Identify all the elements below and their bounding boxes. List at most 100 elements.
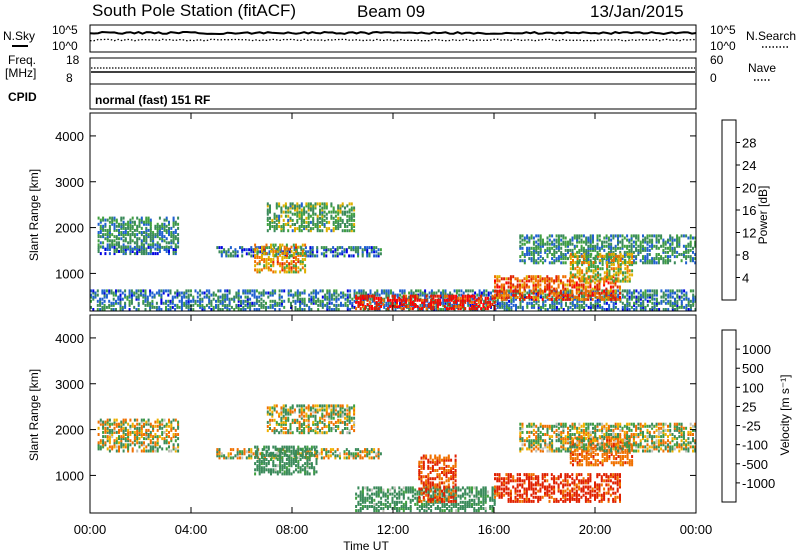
echo-cell bbox=[142, 301, 145, 305]
echo-cell bbox=[199, 303, 202, 307]
echo-cell bbox=[283, 251, 286, 255]
echo-cell bbox=[667, 246, 669, 250]
echo-cell bbox=[270, 468, 272, 472]
echo-cell bbox=[298, 229, 301, 233]
echo-cell bbox=[510, 297, 513, 301]
echo-cell bbox=[127, 428, 130, 432]
echo-cell bbox=[500, 285, 503, 289]
echo-cell bbox=[149, 430, 152, 434]
echo-cell bbox=[597, 267, 599, 271]
echo-cell bbox=[555, 301, 558, 305]
echo-cell bbox=[328, 297, 331, 301]
echo-cell bbox=[354, 452, 357, 456]
echo-cell bbox=[605, 301, 608, 305]
echo-cell bbox=[655, 240, 658, 244]
echo-cell bbox=[295, 460, 297, 463]
echo-cell bbox=[260, 451, 263, 455]
echo-cell bbox=[283, 445, 286, 449]
echo-cell bbox=[290, 455, 293, 459]
echo-cell bbox=[99, 447, 102, 451]
echo-cell bbox=[537, 308, 540, 311]
echo-cell bbox=[519, 295, 522, 299]
echo-cell bbox=[548, 285, 551, 289]
echo-cell bbox=[546, 308, 549, 311]
echo-cell bbox=[484, 300, 487, 304]
echo-cell bbox=[108, 245, 111, 249]
echo-cell bbox=[295, 451, 297, 455]
echo-cell bbox=[601, 257, 604, 261]
echo-cell bbox=[155, 308, 158, 311]
echo-cell bbox=[452, 296, 455, 300]
echo-cell bbox=[350, 246, 353, 250]
echo-cell bbox=[637, 297, 640, 301]
echo-cell bbox=[174, 222, 177, 226]
echo-cell bbox=[359, 294, 362, 298]
echo-cell bbox=[608, 305, 611, 309]
echo-cell bbox=[104, 218, 107, 222]
echo-cell bbox=[432, 307, 435, 311]
echo-cell bbox=[377, 307, 380, 311]
echo-cell bbox=[121, 297, 124, 301]
echo-cell bbox=[147, 420, 150, 424]
echo-cell bbox=[304, 468, 307, 472]
echo-cell bbox=[287, 220, 290, 224]
echo-cell bbox=[585, 236, 588, 240]
echo-cell bbox=[409, 298, 412, 302]
echo-cell bbox=[564, 244, 567, 248]
echo-cell bbox=[655, 244, 658, 248]
echo-cell bbox=[608, 303, 611, 307]
echo-cell bbox=[589, 259, 592, 263]
echo-cell bbox=[106, 248, 109, 251]
echo-cell bbox=[220, 454, 223, 458]
echo-cell bbox=[158, 424, 161, 428]
echo-cell bbox=[314, 223, 317, 226]
echo-cell bbox=[357, 305, 360, 308]
echo-cell bbox=[335, 297, 338, 301]
echo-cell bbox=[296, 202, 299, 206]
echo-cell bbox=[234, 252, 237, 256]
echo-cell bbox=[218, 452, 221, 456]
echo-cell bbox=[97, 447, 100, 451]
echo-cell bbox=[145, 428, 148, 432]
echo-cell bbox=[664, 240, 667, 244]
echo-cell bbox=[122, 231, 125, 234]
echo-cell bbox=[534, 275, 537, 279]
echo-cell bbox=[548, 287, 551, 291]
echo-cell bbox=[225, 456, 228, 460]
echo-cell bbox=[400, 298, 403, 302]
echo-cell bbox=[514, 295, 517, 299]
echo-cell bbox=[596, 242, 599, 246]
echo-cell bbox=[303, 404, 306, 408]
echo-cell bbox=[115, 243, 118, 247]
echo-cell bbox=[371, 294, 373, 298]
echo-cell bbox=[256, 262, 259, 266]
echo-cell bbox=[281, 268, 284, 272]
echo-cell bbox=[267, 305, 270, 309]
echo-cell bbox=[149, 291, 152, 295]
echo-cell bbox=[248, 448, 251, 452]
echo-cell bbox=[274, 447, 277, 451]
echo-cell bbox=[564, 291, 567, 295]
echo-cell bbox=[612, 246, 615, 250]
echo-cell bbox=[174, 295, 177, 299]
echo-cell bbox=[346, 305, 349, 309]
echo-cell bbox=[146, 299, 149, 303]
echo-cell bbox=[587, 267, 590, 271]
echo-cell bbox=[392, 291, 395, 295]
echo-cell bbox=[594, 267, 597, 271]
echo-cell bbox=[455, 300, 458, 304]
echo-cell bbox=[140, 231, 143, 234]
echo-cell bbox=[269, 293, 272, 297]
echo-cell bbox=[496, 303, 499, 307]
echo-cell bbox=[124, 418, 127, 422]
echo-cell bbox=[523, 253, 526, 256]
echo-cell bbox=[267, 291, 270, 295]
echo-cell bbox=[499, 305, 501, 309]
echo-cell bbox=[143, 220, 145, 224]
echo-cell bbox=[541, 291, 544, 295]
echo-cell bbox=[256, 455, 259, 459]
echo-cell bbox=[694, 253, 697, 256]
echo-cell bbox=[678, 295, 681, 299]
echo-cell bbox=[583, 295, 586, 299]
echo-cell bbox=[607, 291, 610, 295]
